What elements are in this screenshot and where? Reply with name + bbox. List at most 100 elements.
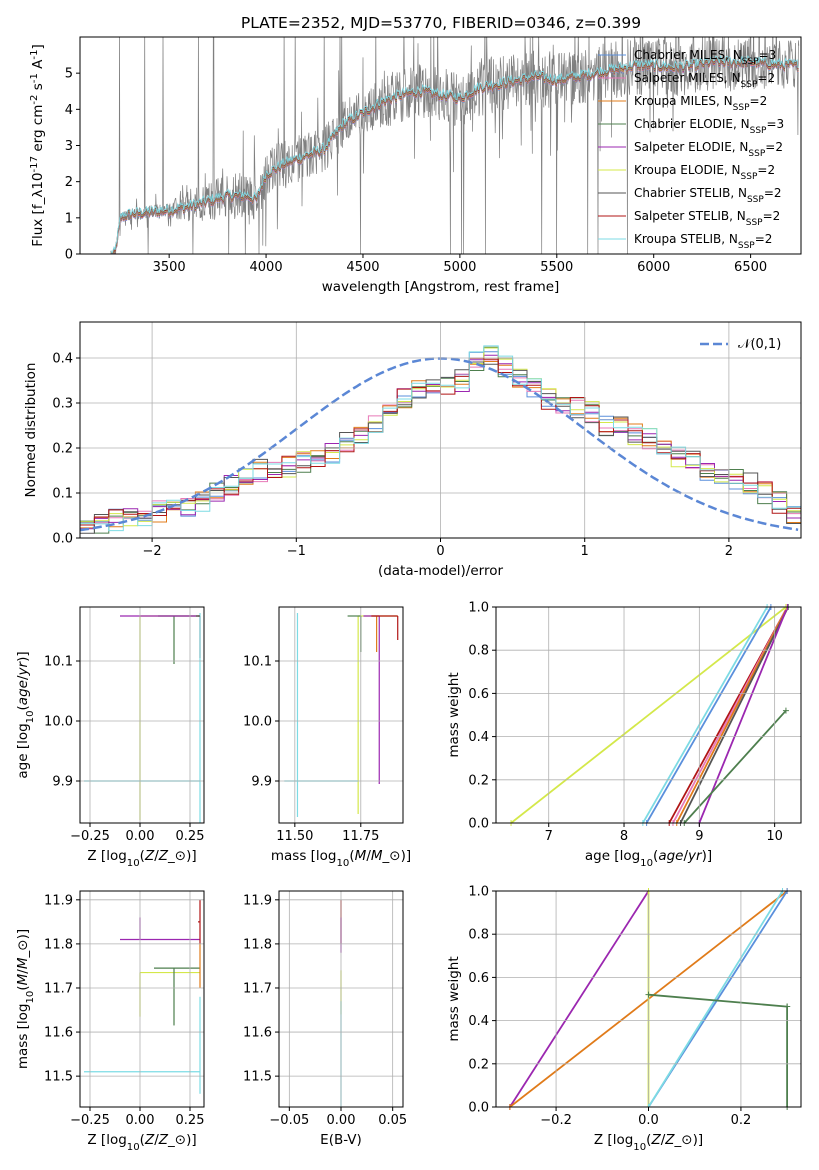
x-tick-label: 5000 <box>443 260 476 275</box>
axes-frame <box>495 606 802 824</box>
weight-line-salpeter_elodie <box>698 607 789 823</box>
legend-label-salpeter_stelib: Salpeter STELIB, NSSP=2 <box>634 209 780 228</box>
axes-frame <box>278 606 404 824</box>
y-tick-label: 0.3 <box>52 397 73 412</box>
y-tick-label: 11.5 <box>44 1070 73 1085</box>
y-tick-label: 0.2 <box>468 1057 489 1072</box>
axes-frame <box>79 606 205 824</box>
x-tick-label: 7 <box>545 829 553 844</box>
x-tick-label: 4000 <box>250 260 283 275</box>
gaussian-curve <box>80 357 799 532</box>
x-tick-label: 10 <box>766 829 783 844</box>
x-tick-label: 0.05 <box>378 1113 407 1128</box>
x-tick-label: −0.2 <box>540 1113 572 1128</box>
y-tick-label: 11.9 <box>243 893 272 908</box>
y-tick-label: 10.0 <box>44 715 73 730</box>
chart-residuals: −2 −1 0 1 2 0.0 0.1 0.2 0.3 0.4 (data-model)/error… <box>23 321 802 579</box>
y-tick-label: 11.7 <box>44 981 73 996</box>
weight-line-salpeter_elodie <box>509 891 650 1107</box>
x-tick-label: 0.00 <box>126 829 155 844</box>
weight-line-kroupa_miles <box>675 607 789 823</box>
x-axis-label: mass [log10(M/M_⊙)] <box>271 848 411 869</box>
y-tick-label: 0.4 <box>468 1014 489 1029</box>
chart-spectrum: 3500 4000 4500 5000 5500 6000 6500 0 1 2 3 4 5 wavele… <box>29 36 802 295</box>
figure-title: PLATE=2352, MJD=53770, FIBERID=0346, z=0… <box>241 14 641 32</box>
x-tick-label: 4500 <box>346 260 379 275</box>
legend-label-kroupa_miles: Kroupa MILES, NSSP=2 <box>634 94 767 113</box>
weight-line-chabrier_elodie <box>648 993 788 1008</box>
x-tick-label: 0.25 <box>176 829 205 844</box>
y-tick-label: 11.9 <box>44 893 73 908</box>
y-tick-label: 0.8 <box>468 928 489 943</box>
x-tick-label: 11.75 <box>342 829 379 844</box>
x-axis-label: age [log10(age/yr)] <box>585 848 712 869</box>
y-tick-label: 1 <box>65 211 73 226</box>
legend-label-kroupa_elodie: Kroupa ELODIE, NSSP=2 <box>634 163 775 182</box>
chart-mass_vs_Z: −0.25 0.00 0.25 11.5 11.6 11.7 11.8 11.9 Z [log1… <box>15 890 205 1153</box>
y-tick-label: 0.1 <box>52 487 73 502</box>
y-tick-label: 11.8 <box>44 937 73 952</box>
weight-line-kroupa_stelib <box>642 607 768 823</box>
y-tick-label: 5 <box>65 67 73 82</box>
model-kroupa_stelib <box>110 54 799 254</box>
y-tick-label: 4 <box>65 103 73 118</box>
chart-age_vs_mass: 11.50 11.75 9.9 10.0 10.1 mass [log10(M/M_⊙)] <box>243 606 411 869</box>
plot-area-mass_weight_vs_age <box>510 607 790 823</box>
x-tick-label: 3500 <box>153 260 186 275</box>
x-tick-label: 5500 <box>540 260 573 275</box>
x-tick-label: 11.50 <box>276 829 313 844</box>
weight-line-kroupa_elodie <box>510 607 787 823</box>
x-tick-label: 6000 <box>637 260 670 275</box>
y-tick-label: 0.0 <box>468 817 489 832</box>
weight-marker-chabrier_elodie <box>784 1003 791 1010</box>
y-tick-label: 0 <box>65 248 73 263</box>
y-tick-label: 9.9 <box>251 775 272 790</box>
weight-marker-chabrier_elodie <box>782 707 789 714</box>
y-axis-label: Flux [f_λ10-17 erg cm-2 s-1 A-1] <box>29 44 47 247</box>
chart-mass_weight_vs_Z: −0.2 0.0 0.2 0.0 0.2 0.4 0.6 0.8 1.0 Z [log10(Z/Z… <box>446 885 802 1153</box>
weight-line-chabrier_stelib <box>679 607 790 823</box>
y-axis-label: age [log10(age/yr)] <box>15 651 36 778</box>
x-tick-label: 8 <box>620 829 628 844</box>
y-tick-label: 11.6 <box>44 1026 73 1041</box>
legend-label-kroupa_stelib: Kroupa STELIB, NSSP=2 <box>634 232 772 251</box>
x-tick-label: 0.0 <box>638 1113 659 1128</box>
x-tick-label: −1 <box>287 544 306 559</box>
y-axis-label: mass [log10(M/M_⊙)] <box>15 929 36 1069</box>
x-tick-label: −2 <box>143 544 162 559</box>
y-tick-label: 0.6 <box>468 687 489 702</box>
y-tick-label: 0.2 <box>52 442 73 457</box>
y-tick-label: 0.4 <box>52 352 73 367</box>
y-tick-label: 3 <box>65 139 73 154</box>
y-tick-label: 11.5 <box>243 1070 272 1085</box>
y-tick-label: 11.7 <box>243 981 272 996</box>
y-tick-label: 1.0 <box>468 885 489 900</box>
y-tick-label: 11.8 <box>243 937 272 952</box>
y-tick-label: 0.2 <box>468 773 489 788</box>
x-axis-label: Z [log10(Z/Z_⊙)] <box>87 848 196 869</box>
legend-label-chabrier_stelib: Chabrier STELIB, NSSP=2 <box>634 186 782 205</box>
legend-label-gaussian: 𝒩(0,1) <box>738 337 781 352</box>
weight-marker-chabrier_elodie <box>645 991 652 998</box>
x-axis-label: E(B-V) <box>320 1132 362 1148</box>
y-axis-label: Normed distribution <box>23 363 39 498</box>
x-tick-label: −0.05 <box>269 1113 309 1128</box>
y-tick-label: 11.6 <box>243 1026 272 1041</box>
y-tick-label: 10.1 <box>44 655 73 670</box>
x-tick-label: 0.2 <box>731 1113 752 1128</box>
plot-area-spectrum <box>110 37 800 254</box>
y-tick-label: 9.9 <box>52 775 73 790</box>
y-tick-label: 2 <box>65 175 73 190</box>
y-tick-label: 10.0 <box>243 715 272 730</box>
x-tick-label: 0.00 <box>126 1113 155 1128</box>
x-tick-label: 9 <box>695 829 703 844</box>
y-axis-label: mass weight <box>446 672 462 757</box>
weight-line-chabrier_elodie <box>683 710 787 823</box>
x-axis-label: (data-model)/error <box>378 563 504 579</box>
x-tick-label: 0.00 <box>327 1113 356 1128</box>
axes-frame <box>79 890 205 1108</box>
y-tick-label: 0.0 <box>468 1101 489 1116</box>
chart-mass_weight_vs_age: 7 8 9 10 0.0 0.2 0.4 0.6 0.8 1.0 age [log10(age/yr… <box>446 601 802 869</box>
x-tick-label: 2 <box>725 544 733 559</box>
